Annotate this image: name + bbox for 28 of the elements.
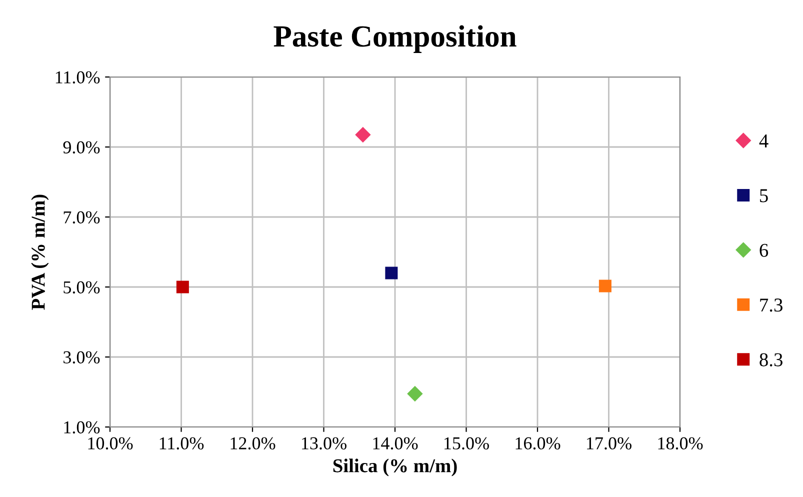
x-tick-label: 16.0% (516, 437, 560, 450)
y-tick-label: 1.0% (64, 421, 100, 434)
legend-label: 8.3 (760, 353, 782, 366)
point (407, 386, 423, 402)
x-tick-label: 11.0% (160, 437, 204, 450)
legend-label: 6 (760, 244, 768, 257)
legend-label: 4 (759, 134, 768, 148)
y-tick-label: 3.0% (64, 351, 100, 364)
x-axis-title: Silica (% m/m) (333, 458, 457, 476)
y-tick-label: 5.0% (64, 281, 100, 294)
point (176, 280, 189, 294)
point (598, 280, 612, 292)
y-tick-label: 9.0% (63, 141, 100, 154)
x-tick-label: 13.0% (302, 437, 346, 450)
x-tick-label: 15.0% (444, 437, 489, 450)
x-tick-label: 17.0% (587, 437, 632, 450)
x-tick-label: 14.0% (373, 437, 418, 450)
legend-label: 7.3 (760, 298, 782, 312)
x-tick-label: 18.0% (658, 437, 703, 450)
y-tick-label: 11.0% (56, 71, 100, 84)
x-tick-label: 12.0% (230, 437, 276, 450)
x-tick-label: 10.0% (88, 437, 133, 450)
y-tick-label: 7.0% (64, 211, 100, 224)
y-axis-title: PVA (% m/m) (31, 194, 49, 310)
chart-title: Paste Composition (274, 25, 516, 53)
legend-label: 5 (760, 189, 768, 202)
point (355, 127, 371, 142)
point (385, 266, 398, 280)
